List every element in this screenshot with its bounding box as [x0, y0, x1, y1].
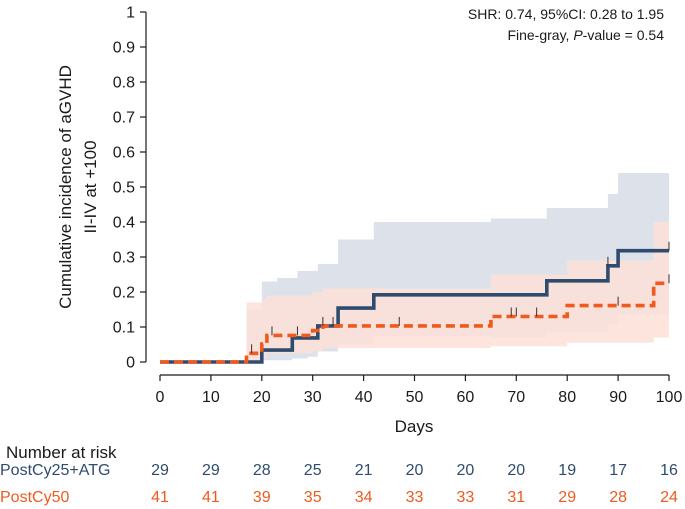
risk-value: 31	[507, 489, 525, 506]
p-value-suffix: -value = 0.54	[583, 27, 665, 43]
y-ticks: 0 0.1 0.2 0.3 0.4 0.5 0.6 0.7 0.8 0.9 1	[113, 5, 146, 372]
risk-table: Number at risk PostCy25+ATG PostCy50 29 2…	[0, 443, 678, 506]
fine-gray-prefix: Fine-gray,	[507, 27, 573, 43]
risk-value: 39	[253, 489, 271, 506]
y-tick-label: 0.6	[113, 145, 135, 162]
y-axis-title-line1: Cumulative incidence of aGVHD	[56, 65, 75, 309]
fine-gray-annotation: Fine-gray, P-value = 0.54	[507, 27, 664, 43]
curve-postcy50	[160, 281, 669, 364]
plot-area	[160, 173, 670, 364]
x-tick-label: 100	[656, 389, 683, 406]
y-axis: 0 0.1 0.2 0.3 0.4 0.5 0.6 0.7 0.8 0.9 1	[113, 5, 147, 372]
risk-values: 29 29 28 25 21 20 20 20 19 17 16 41 41 39 35 34 33 33 31 29…	[151, 462, 678, 506]
p-value-italic: P	[573, 27, 583, 43]
x-tick-label: 70	[507, 389, 525, 406]
risk-value: 33	[406, 489, 424, 506]
y-tick-label: 0.7	[113, 110, 135, 127]
x-ticks: 0 10 20 30 40 50 60 70 80 90 100	[156, 375, 683, 406]
y-tick-label: 0.4	[113, 215, 135, 232]
y-tick-label: 0.9	[113, 40, 135, 57]
censor-marks	[251, 241, 670, 354]
risk-value: 24	[660, 489, 678, 506]
x-tick-label: 20	[253, 389, 271, 406]
risk-row-label: PostCy25+ATG	[0, 462, 110, 479]
risk-value: 41	[151, 489, 169, 506]
y-tick-label: 0.5	[113, 180, 135, 197]
x-tick-label: 50	[406, 389, 424, 406]
risk-value: 33	[457, 489, 475, 506]
risk-value: 41	[202, 489, 220, 506]
risk-value: 16	[660, 462, 678, 479]
y-axis-title-line2: II-IV at +100	[81, 140, 100, 233]
x-tick-label: 0	[156, 389, 165, 406]
risk-value: 19	[558, 462, 576, 479]
risk-value: 28	[253, 462, 271, 479]
risk-value: 20	[406, 462, 424, 479]
shr-annotation: SHR: 0.74, 95%CI: 0.28 to 1.95	[468, 6, 664, 22]
confidence-bands	[160, 173, 669, 362]
risk-value: 28	[609, 489, 627, 506]
ci-band-postcy50	[160, 222, 669, 362]
risk-value: 29	[558, 489, 576, 506]
risk-value: 25	[304, 462, 322, 479]
y-tick-label: 0.8	[113, 75, 135, 92]
x-tick-label: 80	[558, 389, 576, 406]
x-tick-label: 40	[355, 389, 373, 406]
x-tick-label: 90	[609, 389, 627, 406]
risk-value: 17	[609, 462, 627, 479]
x-tick-label: 30	[304, 389, 322, 406]
x-tick-label: 60	[457, 389, 475, 406]
y-tick-label: 0.2	[113, 285, 135, 302]
x-axis-title: Days	[395, 417, 434, 436]
incidence-curves	[160, 248, 669, 364]
risk-value: 34	[355, 489, 373, 506]
risk-value: 29	[202, 462, 220, 479]
risk-value: 35	[304, 489, 322, 506]
y-tick-label: 1	[126, 5, 135, 22]
risk-value: 29	[151, 462, 169, 479]
y-tick-label: 0.1	[113, 320, 135, 337]
risk-table-title: Number at risk	[6, 443, 117, 462]
x-axis: 0 10 20 30 40 50 60 70 80 90 100	[156, 374, 683, 406]
risk-value: 20	[457, 462, 475, 479]
curve-postcy25-atg	[160, 248, 669, 364]
y-tick-label: 0.3	[113, 250, 135, 267]
y-tick-label: 0	[126, 355, 135, 372]
risk-value: 21	[355, 462, 373, 479]
risk-value: 20	[507, 462, 525, 479]
x-tick-label: 10	[202, 389, 220, 406]
risk-row-label: PostCy50	[0, 489, 69, 506]
